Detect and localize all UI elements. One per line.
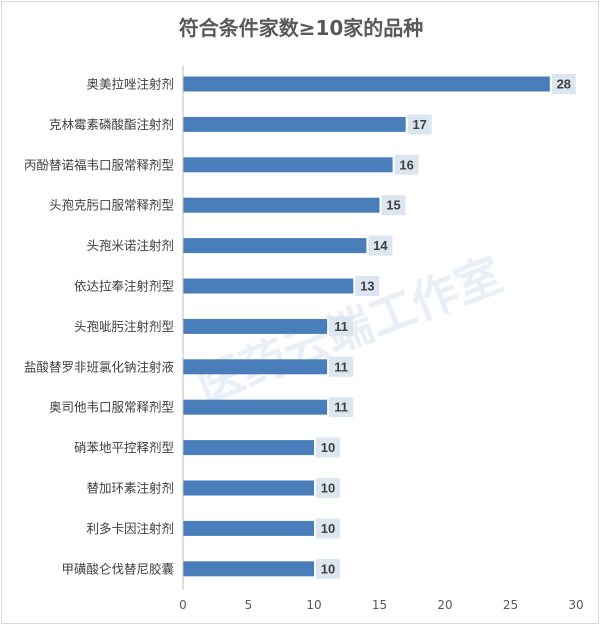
data-label-background [329, 356, 354, 377]
data-label-background [316, 518, 340, 539]
x-tick-label: 0 [179, 598, 187, 612]
x-tick-label: 25 [503, 598, 518, 612]
category-label: 盐酸替罗非班氯化钠注射液 [24, 359, 175, 374]
data-label-background [316, 558, 340, 579]
data-label-background [316, 437, 340, 458]
category-label: 替加环素注射剂 [86, 481, 174, 496]
category-label: 硝苯地平控释剂型 [74, 440, 174, 455]
x-tick-label: 30 [568, 598, 583, 612]
data-label-background [381, 195, 406, 216]
data-label-background [407, 114, 432, 135]
bar [183, 359, 328, 375]
x-tick-label: 20 [437, 598, 452, 612]
x-tick-label: 10 [306, 598, 321, 612]
category-label: 头孢米诺注射剂 [86, 238, 174, 253]
category-label: 甲磺酸仑伐替尼胶囊 [61, 561, 174, 576]
bar [183, 76, 550, 92]
data-label-background [316, 478, 340, 498]
data-label: 10 [321, 481, 335, 496]
bar [183, 278, 354, 294]
x-tick-label: 15 [372, 598, 387, 612]
data-label: 14 [373, 238, 388, 253]
x-axis: 0 5 10 15 20 25 30 [179, 65, 584, 612]
bar [183, 197, 380, 213]
data-label: 28 [557, 77, 571, 92]
category-label: 奥司他韦口服常释剂型 [49, 400, 174, 415]
bar [183, 520, 314, 536]
data-label: 13 [360, 279, 374, 294]
data-label-background [355, 276, 380, 296]
category-label: 头孢克肟口服常释剂型 [49, 198, 174, 213]
bar [183, 480, 314, 496]
x-tick-label: 5 [245, 598, 253, 612]
bar [183, 399, 328, 415]
category-label: 丙酚替诺福韦口服常释剂型 [24, 157, 174, 172]
data-label-background [329, 397, 354, 418]
category-label: 头孢呲肟注射剂型 [74, 319, 174, 334]
category-label: 克林霉素磷酸酯注射剂 [49, 117, 174, 132]
bars-group: 奥美拉唑注射剂 28 克林霉素磷酸酯注射剂 17 丙酚替诺福韦口服常释剂型 16 头孢克肟口… [24, 74, 576, 579]
data-label-background [368, 235, 393, 256]
category-label: 依达拉奉注射剂型 [74, 279, 174, 294]
category-label: 利多卡因注射剂 [86, 521, 174, 536]
data-label-background [551, 74, 576, 94]
bar [183, 157, 393, 173]
data-label-background [394, 154, 419, 175]
bar [183, 318, 328, 334]
data-label: 10 [321, 440, 335, 455]
data-label: 10 [321, 521, 335, 536]
data-label: 10 [321, 561, 335, 576]
data-label: 11 [334, 319, 348, 334]
bar [183, 116, 406, 132]
bar [183, 561, 314, 577]
data-label-background [329, 316, 354, 337]
data-label: 16 [399, 157, 413, 172]
bar [183, 238, 367, 254]
data-label: 11 [334, 359, 348, 374]
data-label: 17 [412, 117, 426, 132]
chart-title: 符合条件家数≥10家的品种 [178, 16, 424, 40]
category-label: 奥美拉唑注射剂 [86, 77, 174, 92]
data-label: 15 [386, 198, 400, 213]
bar [183, 440, 314, 456]
data-label: 11 [334, 400, 348, 415]
